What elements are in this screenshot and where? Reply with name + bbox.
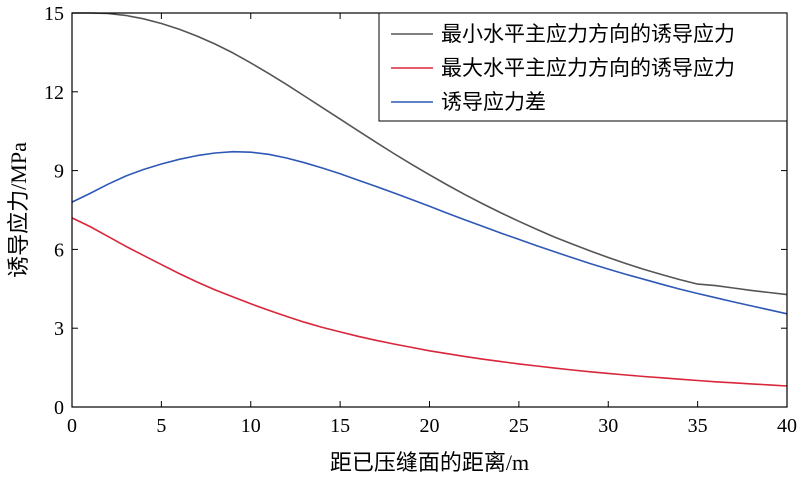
x-tick-label: 35 — [688, 415, 708, 437]
y-tick-label: 9 — [54, 161, 64, 183]
legend-label-2: 最大水平主应力方向的诱导应力 — [441, 56, 735, 80]
y-axis-title: 诱导应力/MPa — [6, 142, 31, 278]
series-line-2 — [71, 217, 788, 387]
x-tick-label: 5 — [156, 415, 166, 437]
series-line-3 — [71, 150, 788, 315]
legend-label-3: 诱导应力差 — [441, 90, 546, 114]
y-tick-label: 6 — [54, 239, 64, 261]
x-tick-label: 0 — [67, 415, 77, 437]
x-tick-label: 40 — [777, 415, 797, 437]
x-tick-label: 30 — [598, 415, 618, 437]
y-tick-label: 15 — [44, 3, 64, 25]
legend-label-1: 最小水平主应力方向的诱导应力 — [441, 22, 735, 46]
x-tick-label: 10 — [241, 415, 261, 437]
x-tick-label: 15 — [330, 415, 350, 437]
series-lines — [71, 12, 788, 387]
y-tick-label: 12 — [44, 82, 64, 104]
x-axis-title: 距已压缝面的距离/m — [330, 450, 529, 475]
legend-box — [378, 12, 788, 122]
y-tick-label: 3 — [54, 318, 64, 340]
series-line-1 — [72, 12, 788, 296]
x-tick-label: 20 — [420, 415, 440, 437]
y-tick-label: 0 — [54, 397, 64, 419]
x-tick-label: 25 — [509, 415, 529, 437]
axis-ticks: 0 5 10 15 20 25 30 35 40 0 3 6 9 12 15 — [44, 3, 797, 437]
